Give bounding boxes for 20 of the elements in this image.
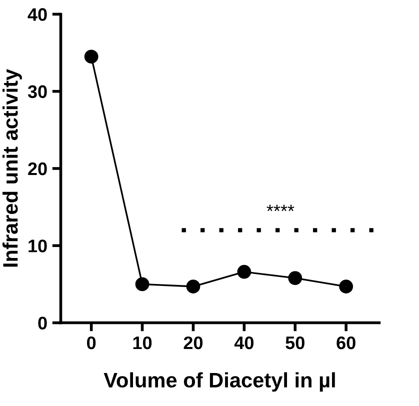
y-tick-label: 40	[28, 8, 47, 21]
y-tick-label: 20	[28, 162, 47, 176]
point	[186, 280, 200, 294]
point	[288, 271, 302, 285]
y-tick-label: 10	[28, 240, 47, 252]
x-tick-label: 20	[184, 336, 203, 350]
y-tick-label: 0	[38, 316, 47, 330]
x-tick-label: 50	[286, 336, 304, 350]
point	[135, 277, 150, 292]
x-tick-label: 60	[336, 336, 356, 350]
y-axis-title: Infrared unit activity	[2, 69, 22, 267]
x-axis-title: Volume of Diacetyl in µl	[104, 372, 335, 392]
ref-line-label: ****	[266, 204, 294, 212]
point	[237, 264, 252, 279]
point	[339, 280, 354, 294]
y-tick-label: 30	[28, 85, 47, 98]
x-tick-label: 40	[234, 336, 254, 350]
point	[84, 50, 98, 64]
x-tick-label: 10	[133, 336, 152, 350]
x-tick-label: 0	[87, 336, 96, 350]
